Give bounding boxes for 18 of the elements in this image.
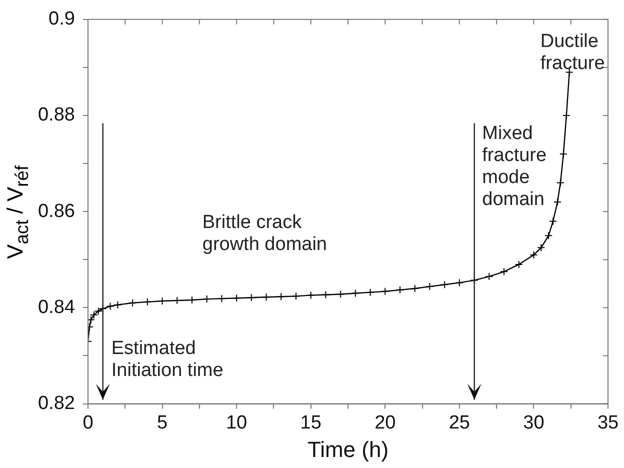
- x-tick-label: 0: [82, 412, 94, 434]
- y-tick-label: 0.82: [38, 393, 75, 414]
- y-tick-label: 0.9: [48, 8, 75, 30]
- x-tick-label: 30: [523, 412, 544, 434]
- x-tick-label: 10: [226, 412, 248, 434]
- x-tick-label: 35: [597, 412, 619, 434]
- y-tick-label: 0.88: [38, 104, 75, 126]
- annotation: Estimated Initiation time: [111, 338, 224, 382]
- x-tick-label: 20: [374, 412, 396, 434]
- x-tick-label: 25: [448, 412, 470, 434]
- annotation: Ductile fracture: [540, 30, 606, 75]
- annotation: Brittle crack growth domain: [202, 212, 328, 256]
- y-tick-label: 0.84: [38, 296, 76, 318]
- x-tick-label: 15: [300, 412, 322, 434]
- y-tick-label: 0.86: [38, 200, 75, 222]
- annotation: Mixed fracture mode domain: [482, 123, 548, 212]
- x-axis-title: Time (h): [307, 436, 389, 462]
- x-tick-label: 5: [156, 412, 168, 434]
